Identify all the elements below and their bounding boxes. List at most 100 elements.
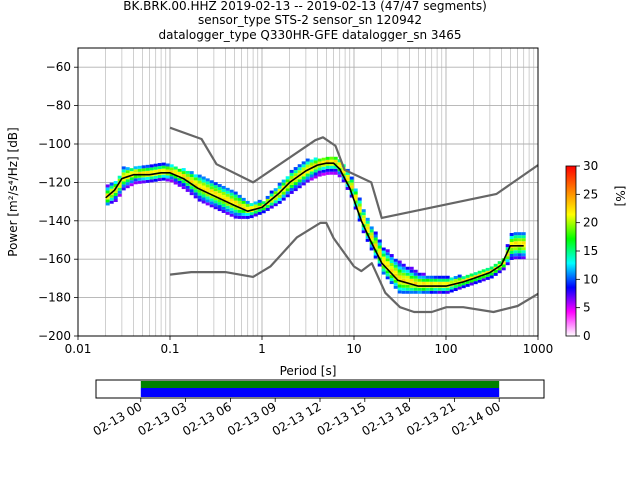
density-cell [177,171,182,175]
density-cell [369,229,374,233]
density-cell [261,210,266,214]
density-cell [501,264,506,268]
plot-frame [77,47,539,337]
density-cell [245,200,250,204]
timeline-data-bar [140,388,500,397]
density-cell [521,247,526,251]
density-cell [445,278,450,282]
density-cell [305,176,310,180]
x-tick-label: 0.1 [160,342,179,356]
density-cell [205,199,210,203]
density-cell [121,166,126,170]
density-cell [385,261,390,265]
density-cell [405,269,410,273]
density-cell [421,290,426,294]
density-cell [201,185,206,189]
density-cell [341,173,346,177]
density-cell [353,188,358,192]
density-cell [289,169,294,173]
density-cell [329,159,334,163]
colorbar-tick-label: 0 [583,329,591,343]
density-cell [413,284,418,288]
density-cell [397,284,402,288]
density-cell [241,197,246,201]
density-cell [509,235,514,239]
density-cell [469,276,474,280]
density-cell [209,186,214,190]
density-cell [141,165,146,169]
density-cell [181,174,186,178]
density-cell [469,273,474,277]
density-cell [357,206,362,210]
density-cell [125,173,130,177]
x-tick-label: 10 [346,342,361,356]
density-cell [385,258,390,262]
density-cell [513,253,518,257]
density-cell [273,200,278,204]
density-cell [353,194,358,198]
density-cell [409,284,414,288]
density-cell [305,179,310,183]
density-cell [381,253,386,257]
density-cell [429,281,434,285]
density-cell [217,193,222,197]
density-cell [229,204,234,208]
density-cell [189,177,194,181]
density-cell [409,287,414,291]
density-cell [429,290,434,294]
density-cell [237,200,242,204]
density-cell [345,186,350,190]
density-cell [381,265,386,269]
density-cell [485,267,490,271]
density-cell [465,277,470,281]
density-cell [477,276,482,280]
chart-title-line-3: datalogger_type Q330HR-GFE datalogger_sn… [159,28,462,42]
density-cell [273,191,278,195]
density-cell [233,197,238,201]
density-cell [309,171,314,175]
density-cell [489,272,494,276]
density-cell [481,278,486,282]
density-cell [173,169,178,173]
density-cell [197,180,202,184]
density-cell [457,286,462,290]
density-cell [373,243,378,247]
density-cell [109,188,114,192]
density-cell [337,162,342,166]
density-cell [437,287,442,291]
density-cell [281,194,286,198]
new-high-noise-model-line [169,126,539,219]
density-cell [141,171,146,175]
x-tick-label: 0.01 [65,342,92,356]
timeline-tick-label: 02-13 06 [180,399,234,438]
density-cell [293,173,298,177]
density-cell [185,182,190,186]
density-cell [521,232,526,236]
density-cell [417,278,422,282]
density-cell [397,263,402,267]
density-cell [209,180,214,184]
density-cell [313,163,318,167]
density-cell [453,288,458,292]
density-cell [505,262,510,266]
density-cell [105,187,110,191]
density-cell [225,190,230,194]
density-cell [273,203,278,207]
density-cell [421,281,426,285]
density-cell [293,170,298,174]
density-cell [193,177,198,181]
density-cell [409,275,414,279]
density-cell [241,203,246,207]
timeline-tick-label: 02-14 00 [449,399,503,438]
density-cell [377,254,382,258]
density-cell [465,283,470,287]
density-cell [433,281,438,285]
density-cell [289,175,294,179]
density-cell [149,179,154,183]
density-cell [125,167,130,171]
density-cell [193,174,198,178]
density-cell [417,290,422,294]
density-cell [265,198,270,202]
density-cell [137,180,142,184]
density-cell [125,185,130,189]
